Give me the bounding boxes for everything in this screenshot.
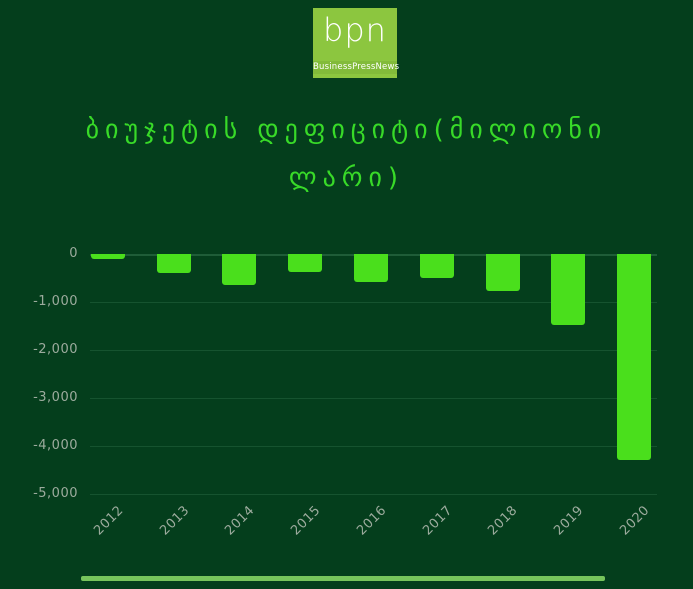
bar-2012 <box>90 254 125 259</box>
bar-2014 <box>222 254 257 286</box>
gridline--5,000 <box>90 494 657 495</box>
gridline--3,000 <box>90 398 657 399</box>
x-axis-label-2014: 2014 <box>222 503 259 539</box>
bar-2016 <box>354 254 388 282</box>
bpn-logo-text: bpn <box>323 11 387 49</box>
x-axis-label-2016: 2016 <box>354 503 390 539</box>
bar-2017 <box>419 254 454 279</box>
x-axis-label-2012: 2012 <box>91 503 127 539</box>
chart-title-line1: ბიუჯეტის დეფიციტი(მილიონი <box>85 115 608 145</box>
bpn-logo: bpn BusinessPressNews <box>313 8 400 78</box>
bar-2020 <box>617 254 652 461</box>
x-axis-label-2019: 2019 <box>551 503 587 539</box>
y-axis-tick-label: -1,000 <box>33 294 78 309</box>
bar-2013 <box>156 254 191 274</box>
bar-2018 <box>485 254 520 291</box>
x-axis-label-2020: 2020 <box>617 503 653 539</box>
y-axis-tick-label: -3,000 <box>33 390 78 405</box>
gridline--4,000 <box>90 446 657 447</box>
y-axis-tick-label: -5,000 <box>33 486 78 501</box>
footer-underline <box>81 576 605 581</box>
x-axis-label-2018: 2018 <box>485 503 522 539</box>
chart-title-line2: ლარი) <box>288 163 405 193</box>
bar-2019 <box>551 254 586 325</box>
x-axis-label-2013: 2013 <box>156 503 193 539</box>
bpn-logo-subtext: BusinessPressNews <box>313 61 400 74</box>
y-axis-tick-label: -2,000 <box>33 342 78 357</box>
y-axis-tick-label: -4,000 <box>33 438 78 453</box>
chart-title: ბიუჯეტის დეფიციტი(მილიონი ლარი) <box>0 106 693 202</box>
gridline--1,000 <box>90 302 657 303</box>
y-axis-tick-label: 0 <box>69 246 78 261</box>
gridline--2,000 <box>90 350 657 351</box>
x-axis-label-2015: 2015 <box>288 503 324 539</box>
bar-2015 <box>288 254 323 273</box>
x-axis-label-2017: 2017 <box>419 503 456 539</box>
